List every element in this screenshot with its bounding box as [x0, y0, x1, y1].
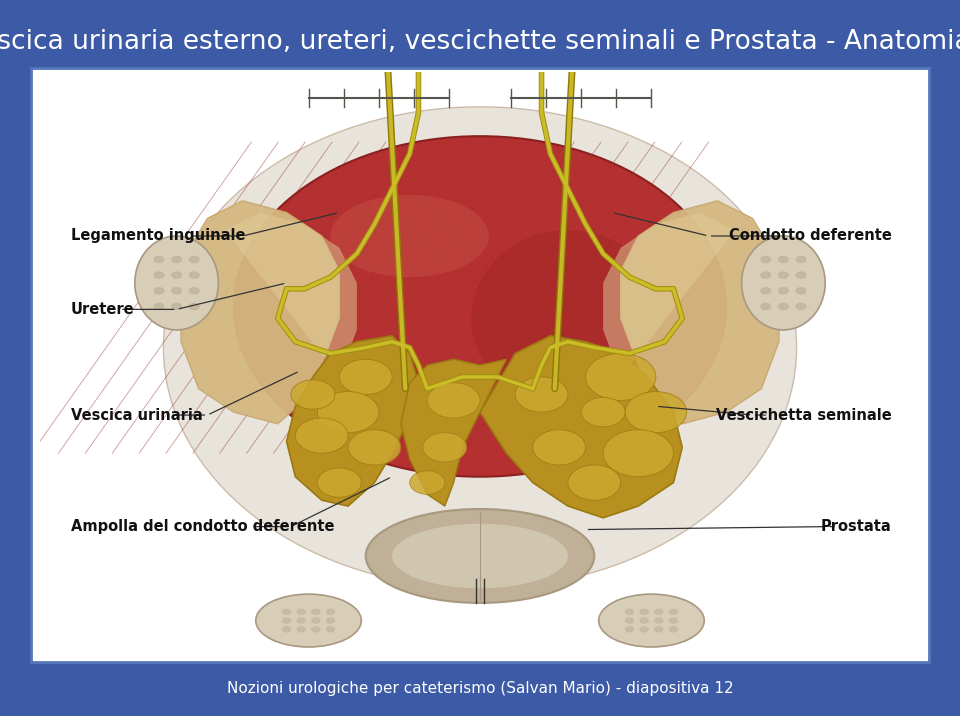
- Circle shape: [796, 271, 806, 279]
- Polygon shape: [225, 213, 357, 377]
- Polygon shape: [603, 213, 735, 377]
- Circle shape: [586, 354, 656, 400]
- Circle shape: [297, 618, 305, 624]
- Circle shape: [779, 256, 789, 263]
- Circle shape: [568, 465, 621, 500]
- Circle shape: [760, 271, 771, 279]
- Circle shape: [655, 626, 663, 632]
- Circle shape: [655, 618, 663, 624]
- Text: Nozioni urologiche per cateterismo (Salvan Mario) - diapositiva 12: Nozioni urologiche per cateterismo (Salv…: [227, 682, 733, 696]
- Ellipse shape: [134, 236, 218, 330]
- Circle shape: [311, 618, 321, 624]
- Circle shape: [326, 609, 335, 614]
- Circle shape: [669, 626, 678, 632]
- Circle shape: [297, 626, 305, 632]
- Circle shape: [154, 303, 164, 310]
- Circle shape: [282, 618, 291, 624]
- Circle shape: [625, 609, 634, 614]
- Text: Ampolla del condotto deferente: Ampolla del condotto deferente: [71, 519, 335, 534]
- Circle shape: [796, 303, 806, 310]
- Polygon shape: [401, 359, 506, 506]
- FancyBboxPatch shape: [31, 68, 929, 662]
- Circle shape: [603, 430, 674, 477]
- Ellipse shape: [599, 594, 705, 647]
- Circle shape: [625, 626, 634, 632]
- Polygon shape: [286, 336, 419, 506]
- Polygon shape: [621, 200, 779, 424]
- Ellipse shape: [742, 236, 826, 330]
- Circle shape: [291, 379, 335, 409]
- Circle shape: [779, 287, 789, 294]
- Circle shape: [422, 432, 467, 462]
- Circle shape: [171, 287, 181, 294]
- Ellipse shape: [471, 230, 664, 406]
- Circle shape: [311, 626, 321, 632]
- Circle shape: [282, 626, 291, 632]
- Circle shape: [318, 468, 361, 497]
- Polygon shape: [181, 200, 339, 424]
- Circle shape: [581, 397, 625, 427]
- Circle shape: [516, 377, 568, 412]
- Text: Vescica urinaria esterno, ureteri, vescichette seminali e Prostata - Anatomia 2: Vescica urinaria esterno, ureteri, vesci…: [0, 29, 960, 54]
- Ellipse shape: [163, 107, 797, 589]
- Circle shape: [779, 271, 789, 279]
- Ellipse shape: [255, 594, 361, 647]
- Circle shape: [311, 609, 321, 614]
- Circle shape: [296, 418, 348, 453]
- Circle shape: [760, 256, 771, 263]
- Text: Vescica urinaria: Vescica urinaria: [71, 407, 203, 422]
- Ellipse shape: [366, 509, 594, 603]
- Circle shape: [326, 626, 335, 632]
- Circle shape: [171, 303, 181, 310]
- Circle shape: [760, 303, 771, 310]
- Text: Condotto deferente: Condotto deferente: [729, 228, 892, 243]
- Circle shape: [282, 609, 291, 614]
- Circle shape: [154, 287, 164, 294]
- Circle shape: [189, 287, 200, 294]
- Ellipse shape: [392, 523, 568, 589]
- Circle shape: [154, 271, 164, 279]
- Circle shape: [171, 271, 181, 279]
- Circle shape: [639, 626, 649, 632]
- Circle shape: [796, 256, 806, 263]
- Circle shape: [533, 430, 586, 465]
- Text: Prostata: Prostata: [821, 519, 892, 534]
- Text: Uretere: Uretere: [71, 302, 134, 317]
- Circle shape: [625, 392, 686, 432]
- Circle shape: [639, 609, 649, 614]
- Circle shape: [655, 609, 663, 614]
- Circle shape: [171, 256, 181, 263]
- Text: Legamento inguinale: Legamento inguinale: [71, 228, 246, 243]
- Circle shape: [669, 609, 678, 614]
- Circle shape: [760, 287, 771, 294]
- Circle shape: [189, 303, 200, 310]
- Circle shape: [779, 303, 789, 310]
- Circle shape: [154, 256, 164, 263]
- Circle shape: [348, 430, 401, 465]
- Circle shape: [339, 359, 392, 395]
- Circle shape: [669, 618, 678, 624]
- Ellipse shape: [234, 136, 726, 477]
- Circle shape: [410, 471, 444, 494]
- Circle shape: [297, 609, 305, 614]
- Circle shape: [326, 618, 335, 624]
- Circle shape: [318, 392, 379, 432]
- Circle shape: [427, 383, 480, 418]
- Circle shape: [639, 618, 649, 624]
- Ellipse shape: [330, 195, 489, 277]
- Polygon shape: [480, 336, 683, 518]
- Circle shape: [189, 256, 200, 263]
- Circle shape: [796, 287, 806, 294]
- Text: Vescichetta seminale: Vescichetta seminale: [716, 407, 892, 422]
- Circle shape: [625, 618, 634, 624]
- Circle shape: [189, 271, 200, 279]
